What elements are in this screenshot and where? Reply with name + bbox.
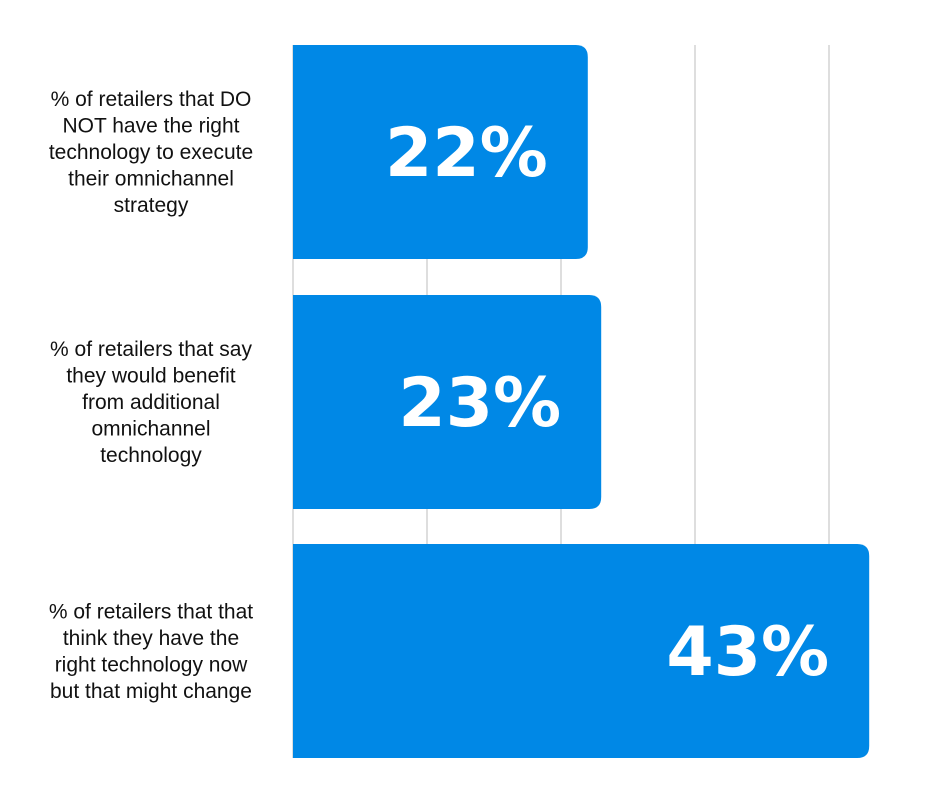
category-label-line: % of retailers that DO (51, 88, 252, 111)
category-label-line: think they have the (63, 627, 239, 650)
category-labels: % of retailers that DO NOT have the right… (49, 88, 253, 703)
category-label-line: but that might change (50, 680, 252, 703)
category-label-line: technology (100, 444, 202, 467)
category-label-line: right technology now (55, 653, 248, 676)
category-label-line: technology to execute (49, 141, 253, 164)
category-label-line: their omnichannel (68, 168, 234, 191)
category-label-line: omnichannel (91, 418, 210, 441)
category-label-line: % of retailers that say (50, 338, 252, 361)
category-label-line: they would benefit (66, 365, 235, 388)
category-label-1: % of retailers that DO NOT have the right… (49, 88, 253, 217)
category-label-2: % of retailers that say they would benefi… (50, 338, 252, 467)
value-label-1: 22% (385, 114, 548, 193)
value-label-2: 23% (398, 364, 561, 443)
bar-1 (293, 45, 588, 259)
bars: 22% 23% 43% (293, 45, 870, 758)
category-label-3: % of retailers that that think they have … (49, 600, 253, 703)
category-label-line: strategy (114, 194, 189, 217)
category-label-line: NOT have the right (62, 115, 239, 138)
bar-3 (293, 544, 870, 758)
value-label-3: 43% (666, 613, 829, 692)
bar-2 (293, 295, 602, 509)
category-label-line: from additional (82, 391, 220, 414)
category-label-line: % of retailers that that (49, 600, 253, 623)
